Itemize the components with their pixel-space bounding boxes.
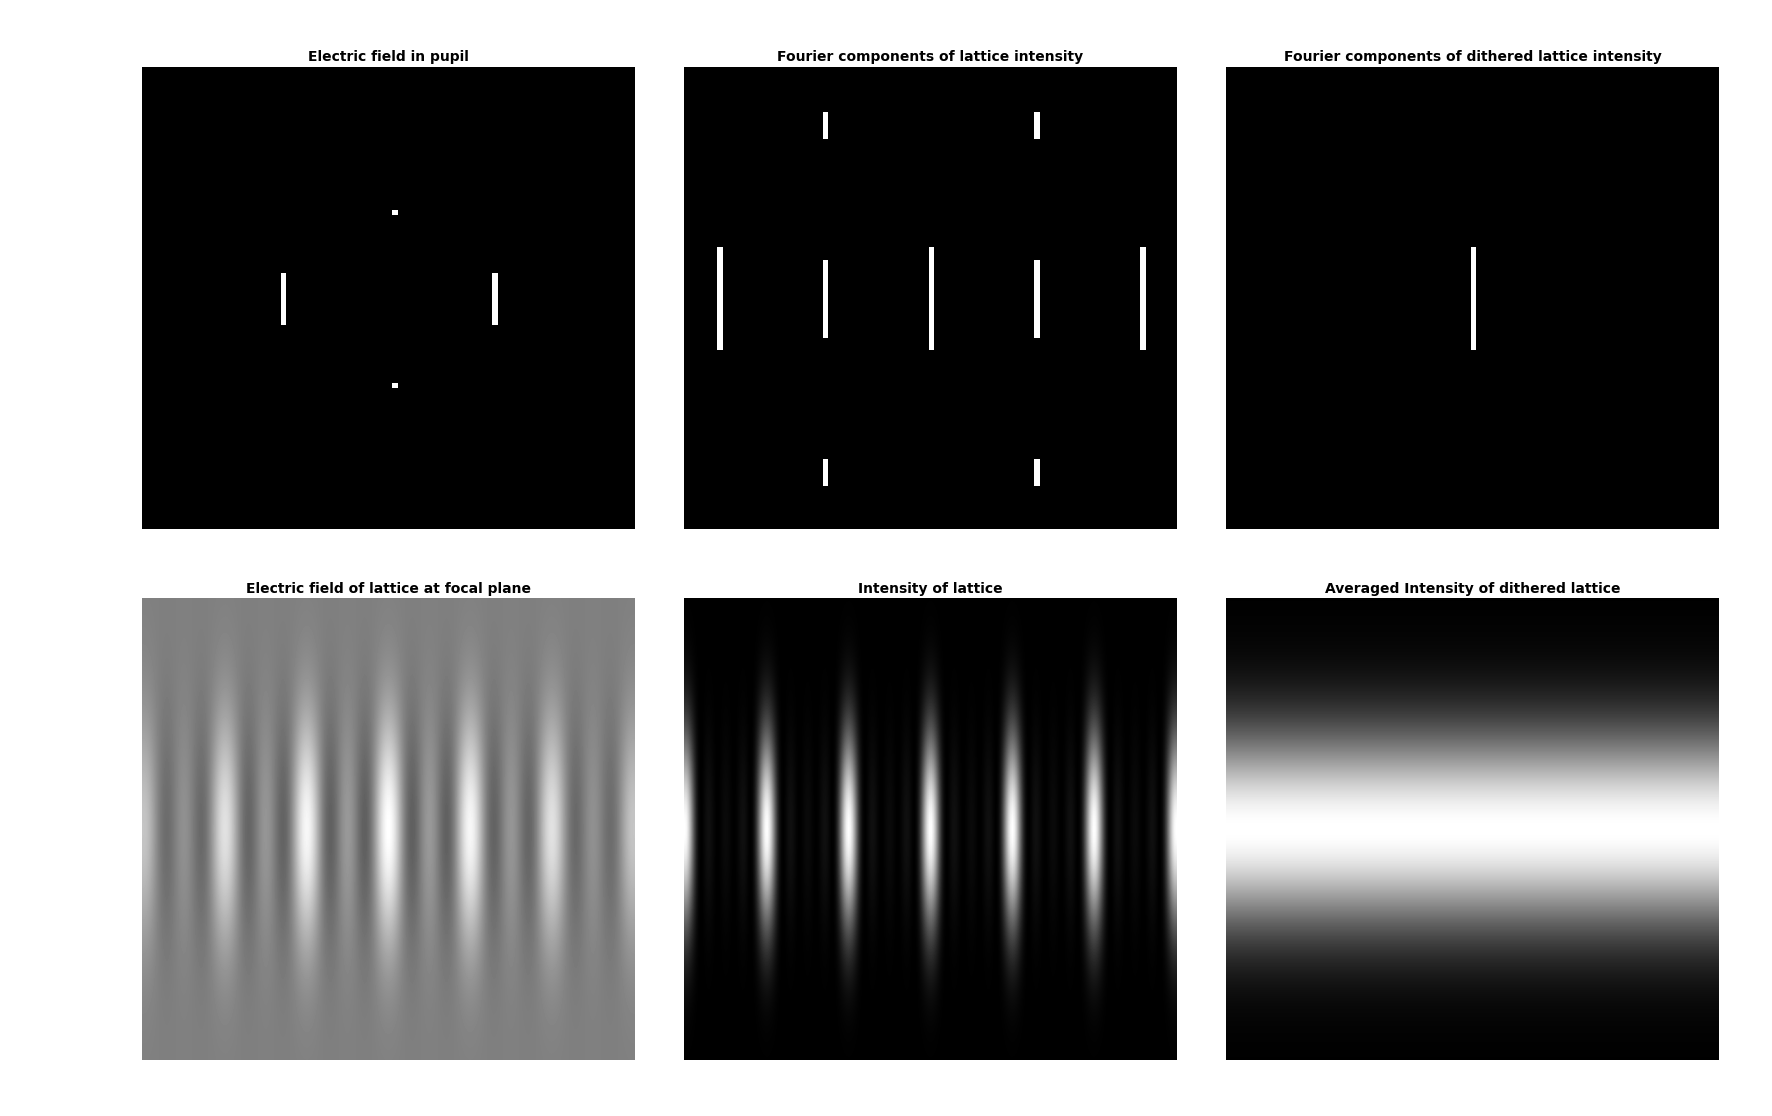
Title: Intensity of lattice: Intensity of lattice — [858, 581, 1003, 596]
Title: Averaged Intensity of dithered lattice: Averaged Intensity of dithered lattice — [1325, 581, 1620, 596]
Title: Fourier components of lattice intensity: Fourier components of lattice intensity — [778, 50, 1083, 65]
Title: Electric field of lattice at focal plane: Electric field of lattice at focal plane — [246, 581, 530, 596]
Title: Electric field in pupil: Electric field in pupil — [308, 50, 468, 65]
Title: Fourier components of dithered lattice intensity: Fourier components of dithered lattice i… — [1283, 50, 1662, 65]
